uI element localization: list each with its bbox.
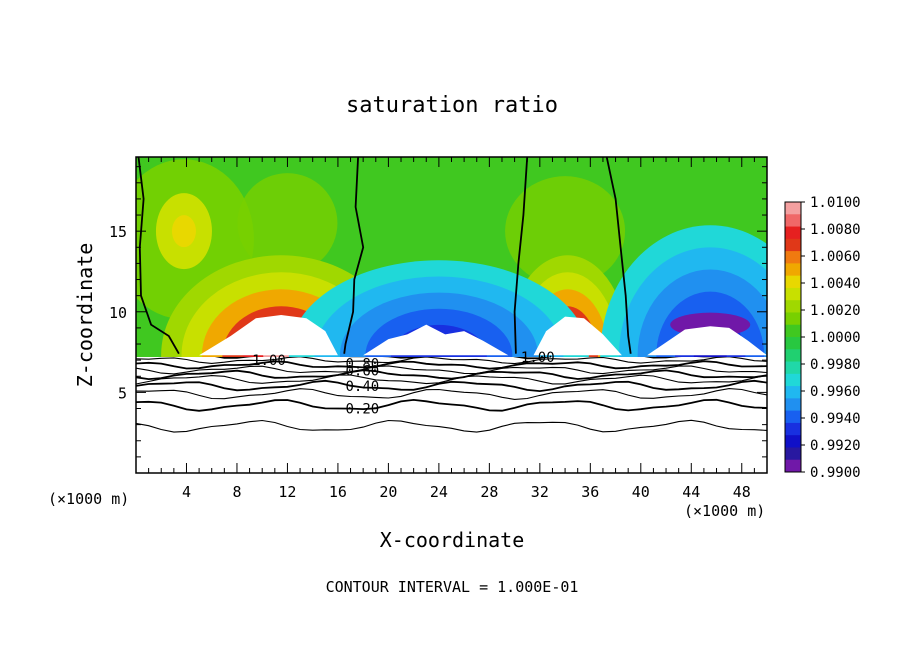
colorbar-swatch [785, 459, 801, 473]
colorbar-swatch [785, 398, 801, 412]
colorbar-label: 1.0000 [810, 330, 861, 346]
contour-label: 1.00 [521, 350, 555, 366]
saturation-contour [343, 157, 365, 354]
colorbar-swatch [785, 337, 801, 350]
contour-line [136, 379, 767, 393]
colorbar-swatch [785, 238, 801, 252]
contour-line [136, 419, 767, 433]
x-tick-label: 8 [232, 483, 241, 501]
colorbar-swatch [785, 287, 801, 301]
y-tick-label: 15 [109, 223, 127, 241]
colorbar-label: 0.9980 [810, 357, 861, 373]
contour-line [136, 374, 767, 385]
y-tick-label: 5 [118, 384, 127, 402]
contour-labels: 1.00 0.800.600.40 0.20 1.00 [252, 350, 555, 418]
contour-interval-note: CONTOUR INTERVAL = 1.000E-01 [326, 578, 579, 596]
x-tick-label: 12 [278, 483, 296, 501]
field-shade [237, 173, 338, 274]
colorbar-swatch [785, 324, 801, 338]
saturation-contour [605, 157, 632, 354]
contour-line [136, 365, 767, 375]
cloud-region [533, 316, 622, 356]
contour-label: 0.20 [345, 402, 379, 418]
x-tick-label: 16 [329, 483, 347, 501]
field-shade [171, 215, 196, 248]
y-tick-label: 10 [109, 304, 127, 322]
contour-line [136, 388, 767, 400]
lower-contour-lines [136, 357, 767, 433]
colorbar-swatch [785, 275, 801, 289]
colorbar-swatch [785, 361, 801, 375]
x-tick-label: 40 [632, 483, 650, 501]
colorbar-swatch [785, 410, 801, 424]
contour-line [136, 360, 767, 370]
x-units-right: (×1000 m) [684, 502, 765, 520]
x-tick-label: 20 [379, 483, 397, 501]
colorbar-swatch [785, 214, 801, 228]
colorbar-swatch [785, 447, 801, 461]
colorbar-label: 0.9960 [810, 384, 861, 400]
colorbar-swatch [785, 386, 801, 399]
x-axis-ticks: 4 8 12 16 20 24 28 32 36 40 44 48 [148, 157, 768, 501]
x-tick-label: 36 [581, 483, 599, 501]
cloud-region [363, 324, 509, 356]
colorbar: 1.0100 1.0080 1.0060 1.0040 1.0020 1.0000 0.99… [784, 195, 861, 481]
contour-label: 0.40 [345, 379, 379, 395]
colorbar-label: 0.9900 [810, 465, 861, 481]
field-layer [136, 157, 767, 473]
cloud-region [199, 315, 338, 356]
contour-line [214, 357, 718, 360]
x-tick-label: 44 [682, 483, 700, 501]
colorbar-swatch [785, 300, 801, 313]
cloud-region [647, 326, 767, 356]
colorbar-swatch [785, 312, 801, 326]
colorbar-swatch [785, 422, 801, 436]
colorbar-swatch [785, 251, 801, 264]
chart-title: saturation ratio [346, 93, 558, 118]
x-tick-label: 48 [733, 483, 751, 501]
contour-line [136, 398, 767, 412]
contour-label: 1.00 [252, 353, 286, 369]
colorbar-label: 1.0020 [810, 303, 861, 319]
lower-layer-background [136, 357, 767, 473]
field-shade [505, 176, 626, 287]
x-axis-label: X-coordinate [380, 528, 525, 552]
colorbar-label: 0.9920 [810, 438, 861, 454]
colorbar-swatch [785, 349, 801, 363]
colorbar-swatch [785, 373, 801, 387]
colorbar-label: 1.0060 [810, 249, 861, 265]
colorbar-swatch [785, 263, 801, 277]
colorbar-label: 1.0100 [810, 195, 861, 211]
y-axis-ticks: 5 10 15 [109, 166, 767, 458]
contour-label: 0.60 [345, 364, 379, 380]
contour-line [136, 369, 767, 381]
colorbar-swatch [785, 202, 801, 215]
x-tick-label: 4 [182, 483, 191, 501]
x-tick-label: 32 [531, 483, 549, 501]
x-units-left: (×1000 m) [48, 490, 129, 508]
x-tick-label: 24 [430, 483, 448, 501]
colorbar-swatch [785, 435, 801, 448]
saturation-contour [513, 157, 529, 354]
contour-line [136, 357, 767, 365]
colorbar-label: 1.0080 [810, 222, 861, 238]
y-axis-label: Z-coordinate [73, 243, 97, 388]
colorbar-label: 1.0040 [810, 276, 861, 292]
contour-label: 0.80 [345, 356, 379, 372]
x-tick-label: 28 [480, 483, 498, 501]
colorbar-swatch [785, 226, 801, 240]
colorbar-label: 0.9940 [810, 411, 861, 427]
